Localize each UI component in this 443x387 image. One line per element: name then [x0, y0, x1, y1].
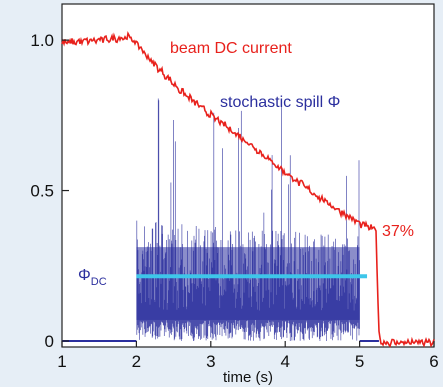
- annotation-layer: beam DC current stochastic spill Φ 37% Φ…: [78, 40, 414, 288]
- spill-layer: [62, 98, 379, 342]
- annotation-phi-dc: ΦDC: [78, 267, 107, 288]
- y-tick-label-0: 0: [45, 332, 54, 351]
- series-stochastic-spill-core: [136, 247, 360, 320]
- x-tick-label-5: 5: [355, 352, 364, 371]
- axes-layer: 1 2 3 4 5 6 0 0.5 1.0: [30, 31, 438, 371]
- y-tick-label-0.5: 0.5: [30, 182, 54, 201]
- annotation-37-percent: 37%: [382, 223, 414, 240]
- x-tick-label-2: 2: [132, 352, 141, 371]
- annotation-stochastic-spill: stochastic spill Φ: [220, 94, 340, 111]
- y-tick-label-1.0: 1.0: [30, 31, 54, 50]
- x-tick-label-4: 4: [280, 352, 289, 371]
- phi-dc-subscript: DC: [91, 276, 107, 288]
- series-beam-dc-current: [61, 31, 435, 348]
- phi-dc-symbol: Φ: [78, 267, 91, 284]
- x-tick-label-6: 6: [429, 352, 438, 371]
- lines-layer: [61, 31, 435, 348]
- x-tick-label-3: 3: [206, 352, 215, 371]
- annotation-beam-dc-current: beam DC current: [170, 40, 292, 57]
- x-tick-label-1: 1: [57, 352, 66, 371]
- x-axis-label: time (s): [223, 369, 273, 386]
